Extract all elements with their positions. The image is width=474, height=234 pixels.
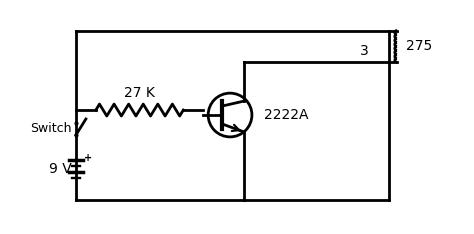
Text: Switch: Switch [30,122,72,135]
Text: 3: 3 [360,44,369,58]
Text: 27 K: 27 K [124,86,155,100]
Text: 9 V: 9 V [49,162,72,176]
Text: 275: 275 [406,39,432,53]
Text: +: + [84,153,92,163]
Text: 2222A: 2222A [264,108,309,122]
